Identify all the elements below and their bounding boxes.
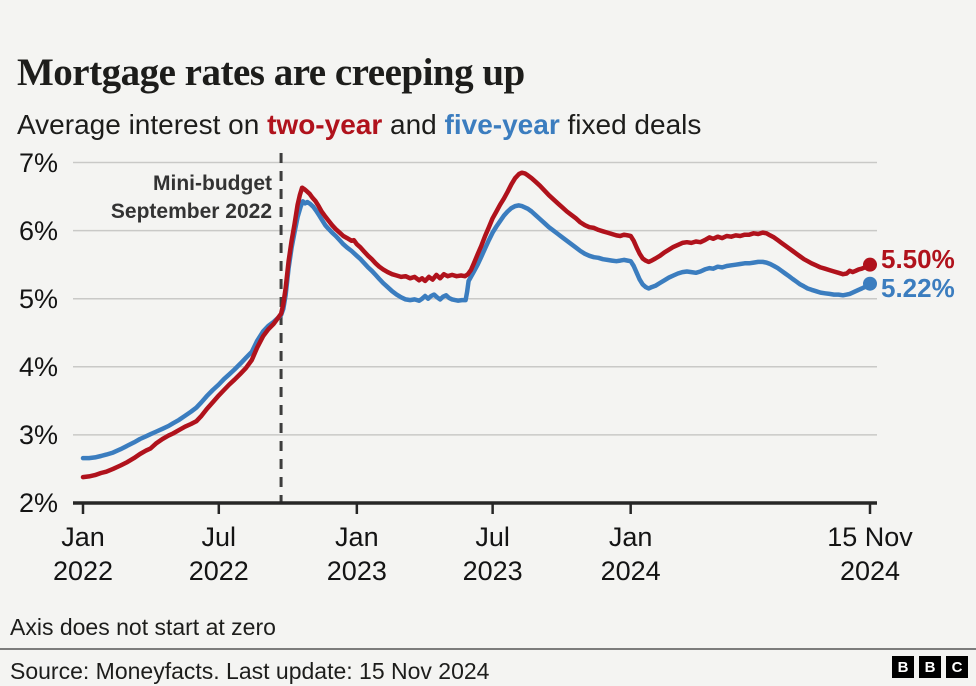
five-year-legend-label: five-year — [444, 109, 560, 140]
source-text: Source: Moneyfacts. Last update: 15 Nov … — [10, 658, 490, 684]
y-axis-label-5%: 5% — [18, 283, 58, 314]
two-year-end-dot — [863, 257, 877, 272]
x-axis-label-jul-2023: Jul 2023 — [423, 520, 563, 588]
x-label-line2: 2022 — [52, 556, 114, 586]
x-axis-label-jul-2022: Jul 2022 — [149, 520, 289, 588]
x-label-line2: 2023 — [462, 556, 523, 586]
x-label-line1: Jan — [335, 522, 379, 552]
y-axis-label-3%: 3% — [18, 419, 58, 450]
footer-divider — [0, 648, 976, 650]
x-axis-label-jan-2023: Jan 2023 — [287, 520, 427, 588]
x-label-line1: Jul — [475, 522, 510, 552]
x-label-line2: 2023 — [326, 556, 387, 586]
bbc-logo: B B C — [892, 656, 968, 678]
bbc-logo-block-b2: B — [919, 656, 941, 678]
bbc-logo-block-b1: B — [892, 656, 914, 678]
x-label-line2: 2024 — [839, 556, 901, 586]
y-axis-label-7%: 7% — [18, 147, 58, 178]
chart-plot-svg — [73, 153, 877, 514]
end-label-two-year: 5.50% — [881, 244, 955, 274]
y-axis-label-4%: 4% — [18, 351, 58, 382]
x-label-line1: Jul — [201, 522, 237, 552]
five-year-end-dot — [863, 276, 877, 291]
subtitle-mid: and — [382, 109, 445, 140]
y-axis-label-2%: 2% — [18, 488, 58, 518]
annotation-line2: September 2022 — [110, 200, 272, 223]
x-label-line2: 2024 — [600, 556, 661, 586]
x-label-line1: Jan — [61, 522, 105, 552]
five-year-line — [80, 199, 873, 461]
chart-subtitle: Average interest on two-year and five-ye… — [17, 108, 957, 142]
line-chart: 7% 6% 5% 4% 3% 2% Jan 2022 Jul 2022 Jan 2023 Jul 202… — [0, 140, 976, 602]
two-year-line — [80, 170, 873, 480]
bbc-logo-block-c: C — [946, 656, 968, 678]
page-title: Mortgage rates are creeping up — [17, 51, 525, 95]
subtitle-suffix: fixed deals — [559, 109, 702, 140]
x-axis-label-15-nov-2024: 15 Nov 2024 — [800, 520, 940, 588]
x-axis-label-jan-2022: Jan 2022 — [13, 520, 153, 588]
x-axis-label-jan-2024: Jan 2024 — [561, 520, 701, 588]
y-axis-label-6%: 6% — [18, 215, 58, 246]
annotation-line1: Mini-budget — [153, 172, 272, 195]
annotation-mini-budget: Mini-budget September 2022 — [0, 170, 272, 226]
two-year-legend-label: two-year — [267, 109, 383, 140]
x-label-line2: 2022 — [188, 556, 249, 586]
axis-footnote: Axis does not start at zero — [10, 614, 276, 640]
x-label-line1: Jan — [608, 522, 653, 552]
end-label-five-year: 5.22% — [881, 273, 955, 303]
x-label-line1: 15 Nov — [827, 522, 913, 552]
subtitle-prefix: Average interest on — [17, 109, 268, 140]
